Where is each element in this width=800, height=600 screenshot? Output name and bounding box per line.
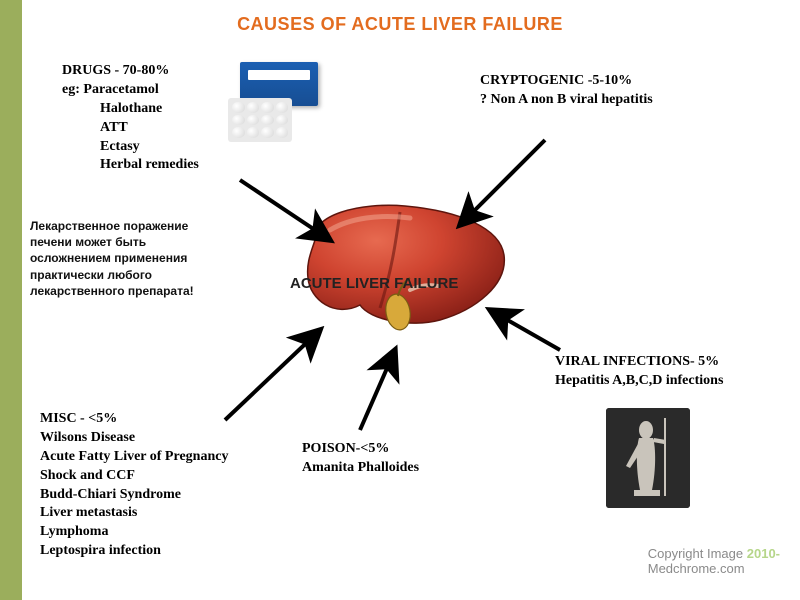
copyright-year: 2010- <box>747 546 780 561</box>
viral-sub: Hepatitis A,B,C,D infections <box>555 372 795 391</box>
cause-viral: VIRAL INFECTIONS- 5% Hepatitis A,B,C,D i… <box>555 353 795 391</box>
copyright-text: Copyright Image <box>648 546 743 561</box>
misc-item: Shock and CCF <box>40 467 290 486</box>
drugs-item: Herbal remedies <box>62 156 282 175</box>
liver-illustration <box>300 200 510 340</box>
center-label: ACUTE LIVER FAILURE <box>290 275 458 292</box>
statue-image <box>606 408 690 508</box>
cause-misc: MISC - <5% Wilsons Disease Acute Fatty L… <box>40 410 290 561</box>
cryptogenic-sub: ? Non A non B viral hepatitis <box>480 91 780 110</box>
copyright: Copyright Image 2010- Medchrome.com <box>648 546 780 576</box>
eg-label: eg: <box>62 82 80 97</box>
diagram-title: CAUSES OF ACUTE LIVER FAILURE <box>0 14 800 35</box>
misc-item: Lymphoma <box>40 523 290 542</box>
misc-item: Leptospira infection <box>40 542 290 561</box>
russian-note: Лекарственное поражение печени может быт… <box>30 218 230 299</box>
copyright-site: Medchrome.com <box>648 561 745 576</box>
misc-item: Liver metastasis <box>40 504 290 523</box>
left-accent-bar <box>0 0 22 600</box>
poison-header: POISON-<5% <box>302 440 502 459</box>
misc-item: Wilsons Disease <box>40 429 290 448</box>
cause-poison: POISON-<5% Amanita Phalloides <box>302 440 502 478</box>
misc-header: MISC - <5% <box>40 410 290 429</box>
cause-cryptogenic: CRYPTOGENIC -5-10% ? Non A non B viral h… <box>480 72 780 110</box>
drugs-item: Paracetamol <box>83 82 158 97</box>
poison-sub: Amanita Phalloides <box>302 459 502 478</box>
viral-header: VIRAL INFECTIONS- 5% <box>555 353 795 372</box>
misc-item: Acute Fatty Liver of Pregnancy <box>40 448 290 467</box>
cryptogenic-header: CRYPTOGENIC -5-10% <box>480 72 780 91</box>
blister-pack-icon <box>228 98 292 142</box>
misc-item: Budd-Chiari Syndrome <box>40 486 290 505</box>
